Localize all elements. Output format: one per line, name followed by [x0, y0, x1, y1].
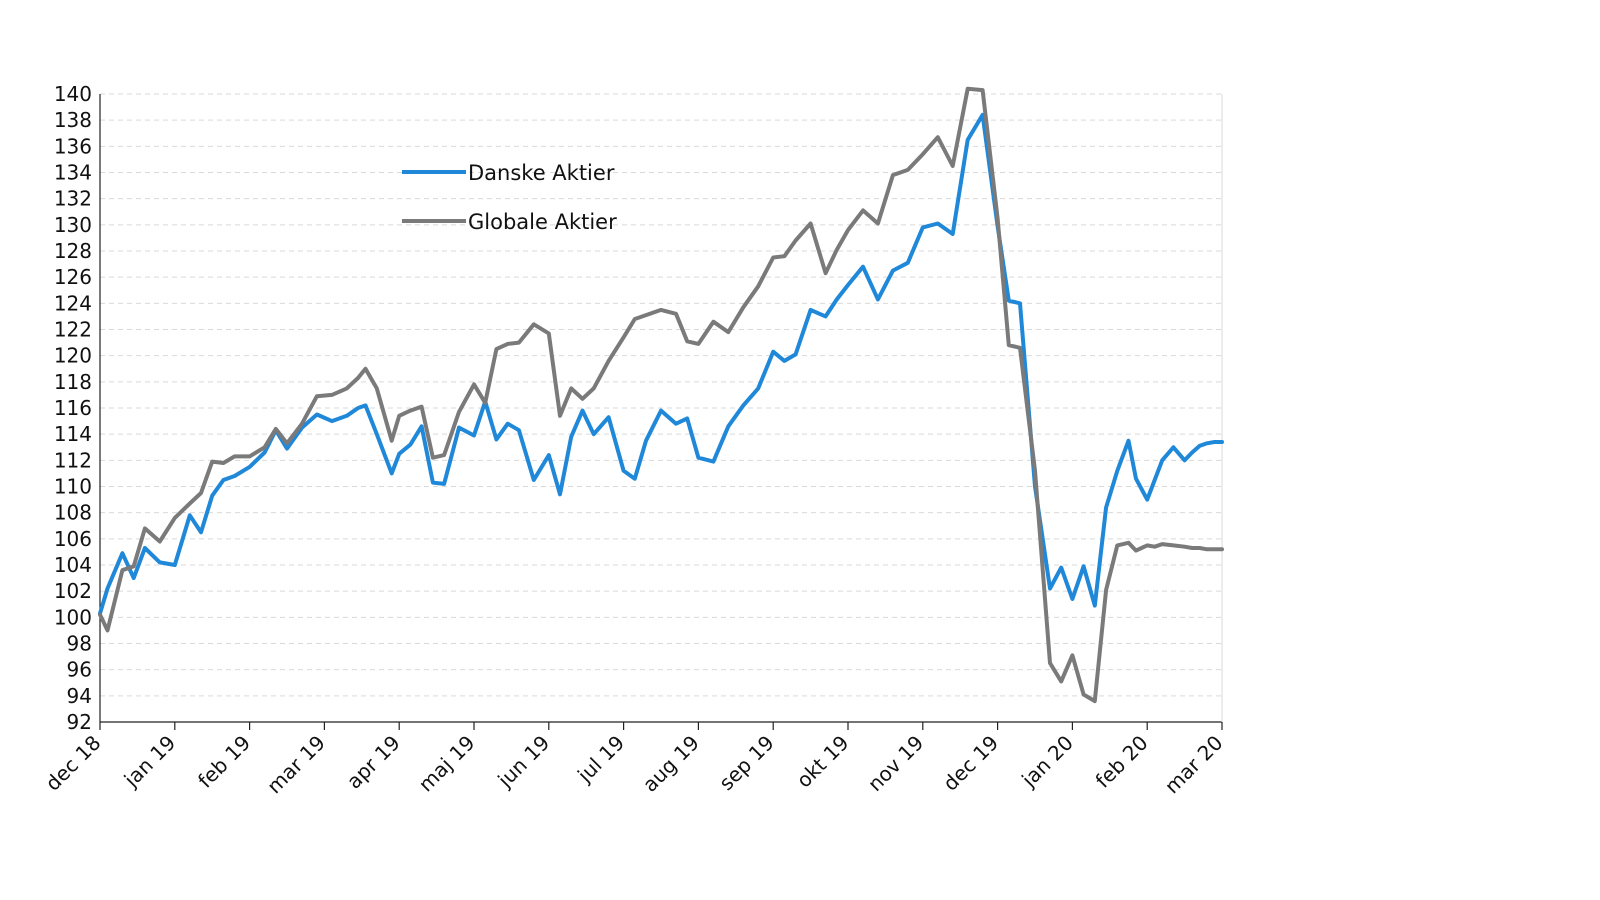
y-tick-label: 138 — [54, 108, 92, 132]
x-tick-label: feb 20 — [1091, 731, 1153, 793]
y-tick-label: 98 — [67, 632, 92, 656]
y-tick-label: 106 — [54, 527, 92, 551]
x-tick-label: sep 19 — [714, 731, 779, 796]
x-tick-label: feb 19 — [193, 731, 255, 793]
y-tick-label: 114 — [54, 422, 92, 446]
x-tick-label: apr 19 — [342, 731, 405, 794]
y-tick-label: 126 — [54, 265, 92, 289]
x-tick-label: mar 20 — [1160, 731, 1228, 799]
x-tick-label: dec 19 — [938, 731, 1003, 796]
x-tick-label: jun 19 — [492, 731, 554, 793]
x-tick-label: aug 19 — [638, 731, 704, 797]
series-line-globale-aktier — [98, 86, 1224, 704]
y-tick-label: 116 — [54, 396, 92, 420]
y-tick-label: 136 — [54, 134, 92, 158]
y-tick-label: 92 — [67, 710, 92, 734]
y-tick-label: 102 — [54, 579, 92, 603]
y-tick-label: 130 — [54, 213, 92, 237]
y-tick-label: 104 — [54, 553, 92, 577]
legend-label-globale-aktier: Globale Aktier — [468, 210, 617, 234]
series-layer — [98, 86, 1224, 704]
series-line-danske-aktier — [98, 112, 1224, 616]
y-tick-label: 112 — [54, 448, 92, 472]
y-tick-label: 134 — [54, 161, 92, 185]
grid-layer — [100, 93, 1222, 697]
y-tick-label: 108 — [54, 501, 92, 525]
y-tick-label: 132 — [54, 187, 92, 211]
legend-label-danske-aktier: Danske Aktier — [468, 161, 615, 185]
y-tick-label: 124 — [54, 291, 92, 315]
y-tick-label: 96 — [67, 658, 92, 682]
x-tick-label: mar 19 — [262, 731, 330, 799]
y-tick-label: 122 — [54, 318, 92, 342]
x-tick-label: okt 19 — [792, 731, 854, 793]
y-tick-label: 94 — [67, 684, 92, 708]
y-tick-label: 110 — [54, 475, 92, 499]
y-tick-label: 140 — [54, 82, 92, 106]
x-tick-label: dec 18 — [41, 731, 106, 796]
y-tick-label: 100 — [54, 605, 92, 629]
x-tick-label: maj 19 — [414, 731, 480, 797]
y-tick-label: 118 — [54, 370, 92, 394]
y-tick-label: 120 — [54, 344, 92, 368]
x-tick-label: jul 19 — [572, 731, 629, 788]
x-tick-label: jan 19 — [119, 731, 181, 793]
x-tick-label: nov 19 — [863, 731, 928, 796]
axis-layer: 9294969810010210410610811011211411611812… — [41, 82, 1228, 798]
x-tick-label: jan 20 — [1016, 731, 1078, 793]
y-tick-label: 128 — [54, 239, 92, 263]
legend: Danske Aktier Globale Aktier — [402, 161, 617, 234]
